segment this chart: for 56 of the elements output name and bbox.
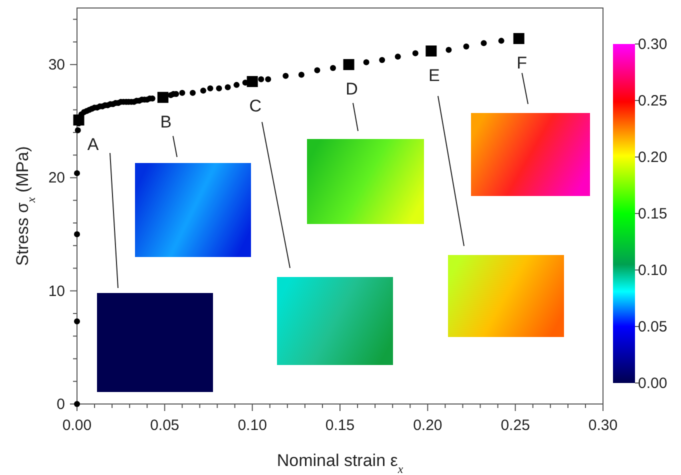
color-bar-label: 0.15 xyxy=(638,206,668,222)
point xyxy=(314,67,320,74)
point xyxy=(190,90,196,96)
point xyxy=(343,59,354,70)
x-tick-label: 0.00 xyxy=(62,417,92,434)
point xyxy=(74,127,81,134)
x-tick-label: 0.10 xyxy=(238,417,267,434)
point xyxy=(74,231,80,238)
x-tick-label: 0.05 xyxy=(150,417,180,434)
point xyxy=(379,57,386,64)
x-tick-label: 0.15 xyxy=(325,417,355,434)
point xyxy=(216,85,222,92)
annotation: E xyxy=(428,66,440,85)
color-bar-label: 0.05 xyxy=(638,318,668,336)
point xyxy=(224,84,231,90)
point xyxy=(74,318,80,324)
annotation: C xyxy=(249,96,262,116)
y-tick-label: 10 xyxy=(48,282,65,300)
point xyxy=(480,40,487,46)
point xyxy=(265,76,272,82)
point xyxy=(74,401,80,407)
point xyxy=(234,82,240,88)
color-bar-label: 0.10 xyxy=(638,262,668,279)
point xyxy=(513,33,524,44)
point xyxy=(446,46,452,53)
x-tick-label: 0.30 xyxy=(588,417,618,434)
point xyxy=(179,90,186,96)
color-bar-label: 0.20 xyxy=(638,149,668,166)
point xyxy=(298,72,304,78)
point xyxy=(363,59,370,66)
x-tick-label: 0.25 xyxy=(500,417,530,434)
x-axis-title: Nominal strain ε$_{x}$ xyxy=(276,451,404,475)
point xyxy=(498,38,504,44)
annotation: D xyxy=(346,80,358,99)
x-tick-label: 0.20 xyxy=(413,417,442,434)
point xyxy=(282,72,289,79)
point xyxy=(412,50,418,56)
point xyxy=(246,76,258,88)
point xyxy=(207,85,214,92)
point xyxy=(258,76,264,82)
color-bar-label: 0.30 xyxy=(638,36,668,53)
y-tick-label: 30 xyxy=(48,56,65,74)
point xyxy=(394,54,401,60)
annotation: F xyxy=(516,54,528,73)
point xyxy=(463,43,470,50)
point xyxy=(74,170,80,176)
color-bar-label: 0.00 xyxy=(638,375,668,392)
point xyxy=(330,64,336,71)
annotation: B xyxy=(160,112,172,132)
point xyxy=(200,88,206,94)
point xyxy=(157,92,168,103)
point xyxy=(426,45,437,56)
y-tick-label: 0 xyxy=(56,396,65,413)
y-tick-label: 20 xyxy=(48,170,65,187)
annotation: A xyxy=(87,135,100,154)
color-bar-label: 0.25 xyxy=(638,92,668,110)
